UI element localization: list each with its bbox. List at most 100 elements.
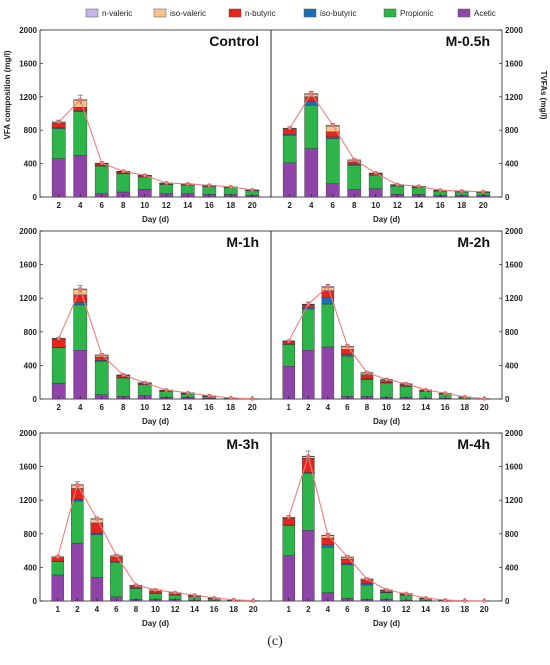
tvfa-point [287,126,292,131]
x-tick-label: 20 [249,605,258,614]
bar-segment-propionic [380,382,393,398]
tvfa-point [443,598,448,603]
x-tick-label: 18 [226,201,235,210]
y-tick-label-left: 800 [24,328,38,337]
legend-label: Acetic [474,9,496,18]
bar-segment-acetic [304,148,319,198]
x-tick-label: 8 [365,605,370,614]
bar-segment-propionic [282,525,296,556]
bar-segment-acetic [282,366,296,400]
tvfa-point [114,553,119,558]
bar-segment-propionic [137,384,152,396]
bar-segment-propionic [282,344,296,367]
bar-segment-iso-butyric [304,101,319,106]
x-axis-label: Day (d) [373,619,400,628]
legend-label: n-valeric [102,9,132,18]
bar-segment-n-butyric [110,557,123,562]
bar-segment-propionic [347,165,362,190]
x-tick-label: 14 [183,201,192,210]
bar-segment-propionic [137,176,152,190]
bar-segment-propionic [116,173,131,193]
x-tick-label: 10 [140,201,149,210]
tvfa-point [384,377,389,382]
legend-swatch [228,8,242,18]
y-tick-label-left: 0 [33,597,38,606]
tvfa-point [207,393,212,398]
y-tick-label-left: 1600 [19,261,37,270]
tvfa-point [133,583,138,588]
x-tick-label: 20 [480,403,489,412]
tvfa-point [94,516,99,521]
x-tick-label: 20 [248,403,257,412]
bar-segment-propionic [390,185,405,195]
x-tick-label: 12 [162,403,171,412]
y-tick-label-right: 800 [505,328,519,337]
legend-swatch [85,8,99,18]
tvfa-line [57,483,254,602]
bar-segment-acetic [90,577,104,602]
legend-label: iso-valeric [170,9,206,18]
x-tick-label: 16 [441,605,450,614]
chart-panel-2: 0 400 800 1200 1600 2000 2 4 6 8 10 12 14 16 18 20 M-0.5… [270,26,523,224]
bar-segment-iso-butyric [302,307,315,310]
y-tick-label-right: 800 [505,126,519,135]
x-tick-label: 8 [352,201,357,210]
tvfa-line [288,454,485,602]
y-tick-label-left: 800 [24,126,38,135]
x-tick-label: 2 [306,403,311,412]
tvfa-line [58,98,253,191]
x-tick-label: 4 [95,605,100,614]
y-tick-label-left: 1600 [19,59,37,68]
y-tick-label-right: 1200 [505,496,523,505]
legend-swatch [457,8,471,18]
bar-segment-n-butyric [360,374,374,380]
x-tick-label: 12 [171,605,180,614]
chart-panel-3: 0 400 800 1200 1600 2000 2 4 6 8 10 12 14 16 18 20 M-1h D… [19,227,272,426]
tvfa-point [286,515,291,520]
x-tick-label: 8 [121,201,126,210]
bar-segment-propionic [51,347,66,384]
tvfa-point [384,587,389,592]
x-tick-label: 12 [162,201,171,210]
x-tick-label: 14 [414,201,423,210]
x-tick-label: 12 [393,201,402,210]
bar-segment-acetic [51,574,65,602]
bar-segment-propionic [368,175,383,189]
tvfa-point [404,381,409,386]
x-tick-label: 6 [114,605,119,614]
bar-segment-propionic [304,104,319,149]
tvfa-point [364,370,369,375]
x-tick-label: 16 [441,403,450,412]
tvfa-point [482,396,487,401]
tvfa-point [330,123,335,128]
tvfa-point [251,598,256,603]
bar-segment-propionic [341,355,354,397]
tvfa-point [404,591,409,596]
bar-segment-acetic [51,158,66,198]
bar-segment-acetic [282,555,296,602]
x-axis-label: Day (d) [142,215,169,224]
tvfa-line [58,287,253,400]
tvfa-point [325,284,330,289]
x-tick-label: 16 [205,403,214,412]
bar-segment-n-butyric [71,488,84,500]
y-tick-label-left: 400 [24,563,38,572]
bar-segment-propionic [321,547,335,593]
x-tick-label: 10 [371,201,380,210]
bar-segment-propionic [90,534,104,578]
x-tick-label: 20 [479,201,488,210]
bar-segment-propionic [360,584,374,600]
tvfa-point [153,587,158,592]
x-tick-label: 4 [326,605,331,614]
tvfa-point [462,394,467,399]
x-tick-label: 8 [134,605,139,614]
bar-segment-acetic [71,542,84,602]
legend-item-n-butyric: n-butyric [228,8,276,18]
x-tick-label: 12 [402,605,411,614]
x-tick-label: 14 [190,605,199,614]
y-tick-label-right: 0 [505,395,510,404]
y-tick-label-right: 400 [505,563,519,572]
bar-segment-propionic [116,377,131,397]
